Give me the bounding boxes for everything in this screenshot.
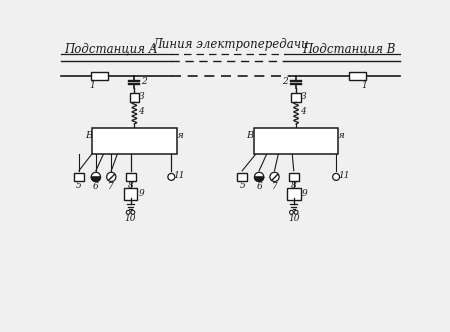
Bar xyxy=(289,173,299,181)
Text: Подстанция А: Подстанция А xyxy=(64,42,158,55)
Text: 4: 4 xyxy=(139,107,144,116)
Circle shape xyxy=(294,210,298,214)
Text: 2: 2 xyxy=(141,77,147,86)
Text: 6: 6 xyxy=(93,182,99,191)
Text: 6: 6 xyxy=(256,182,262,191)
Text: 7: 7 xyxy=(272,182,277,191)
Bar xyxy=(74,173,84,181)
Bar xyxy=(130,93,139,102)
Text: 3: 3 xyxy=(301,92,306,101)
Circle shape xyxy=(270,172,279,182)
Text: 9: 9 xyxy=(302,189,307,198)
Circle shape xyxy=(289,210,293,214)
Circle shape xyxy=(168,173,175,180)
Circle shape xyxy=(131,210,135,214)
Text: 5: 5 xyxy=(76,181,82,190)
Text: 1: 1 xyxy=(89,81,95,90)
Text: Высокочастотная: Высокочастотная xyxy=(247,131,346,140)
Polygon shape xyxy=(91,177,100,182)
Text: 4: 4 xyxy=(300,107,306,116)
Bar xyxy=(349,72,366,80)
Bar xyxy=(126,173,135,181)
Text: 8: 8 xyxy=(291,181,297,190)
Text: 1: 1 xyxy=(362,81,368,90)
Text: 8: 8 xyxy=(128,181,133,190)
Circle shape xyxy=(91,172,100,182)
Text: 2: 2 xyxy=(283,77,288,86)
Circle shape xyxy=(333,173,340,180)
Text: Высокочастотная: Высокочастотная xyxy=(85,131,184,140)
Bar xyxy=(124,188,137,200)
Circle shape xyxy=(255,172,264,182)
Text: 5: 5 xyxy=(239,181,245,190)
Bar xyxy=(254,127,338,154)
Bar xyxy=(287,188,301,200)
Text: 11: 11 xyxy=(338,171,350,180)
Text: Линия электропередачи: Линия электропередачи xyxy=(152,38,309,51)
Text: 10: 10 xyxy=(288,214,300,223)
Text: 11: 11 xyxy=(173,171,185,180)
Text: аппаратура: аппаратура xyxy=(103,142,166,151)
Bar xyxy=(237,173,247,181)
Polygon shape xyxy=(255,177,264,182)
Bar xyxy=(292,93,301,102)
Bar xyxy=(92,127,177,154)
Text: 10: 10 xyxy=(125,214,136,223)
Text: аппаратура: аппаратура xyxy=(265,142,328,151)
Text: 7: 7 xyxy=(108,182,114,191)
Text: 9: 9 xyxy=(139,189,144,198)
Bar xyxy=(91,72,108,80)
Text: Подстанция В: Подстанция В xyxy=(302,42,395,55)
Circle shape xyxy=(107,172,116,182)
Text: 3: 3 xyxy=(139,92,145,101)
Circle shape xyxy=(126,210,130,214)
